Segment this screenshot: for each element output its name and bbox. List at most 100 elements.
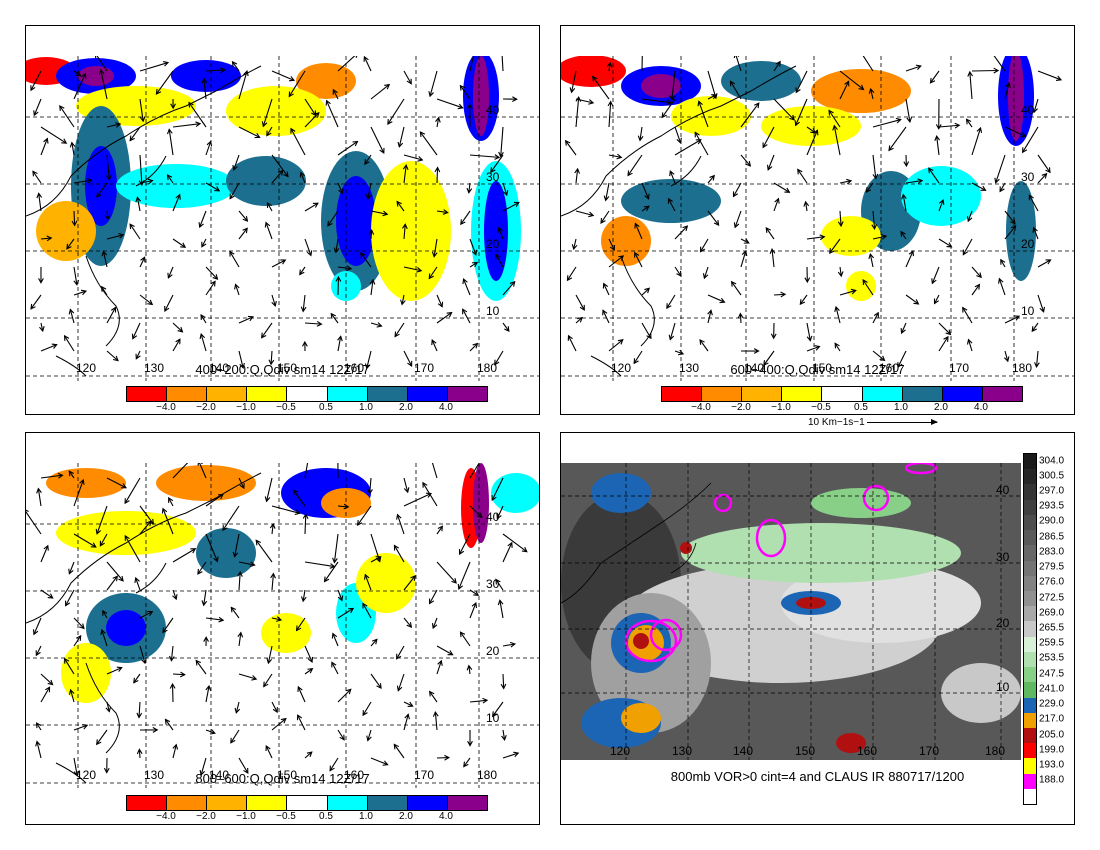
wind-vector xyxy=(139,645,147,665)
wind-vector xyxy=(264,477,273,503)
wind-vector xyxy=(139,98,146,123)
wind-vector xyxy=(1004,81,1011,100)
wind-vector xyxy=(436,294,444,308)
wind-vector xyxy=(900,322,907,335)
longitude-label: 120 xyxy=(76,768,96,782)
wind-vector xyxy=(491,701,504,718)
colorbar-swatch xyxy=(286,387,327,401)
wind-vector xyxy=(337,182,344,195)
colorbar-swatch xyxy=(326,387,367,401)
longitude-label: 150 xyxy=(277,361,297,375)
wind-vector xyxy=(762,126,775,149)
colorbar-swatch xyxy=(366,796,407,810)
wind-vector xyxy=(166,174,174,184)
wind-vector xyxy=(271,294,277,307)
wind-vector xyxy=(799,294,808,306)
wind-vector xyxy=(366,729,372,742)
wind-vector xyxy=(203,636,209,647)
ir-colorbar-label: 283.0 xyxy=(1039,546,1065,558)
wind-vector xyxy=(403,266,423,273)
qdiv-field-map: 120 130 140 150 160 170 180 10 20 30 40 xyxy=(561,56,1074,381)
wind-vector xyxy=(901,193,907,212)
colorbar-swatch xyxy=(166,387,207,401)
colorbar-swatch xyxy=(166,796,207,810)
longitude-label: 160 xyxy=(879,361,899,375)
wind-vector xyxy=(59,104,75,128)
longitude-label: 150 xyxy=(795,744,815,758)
wind-vector xyxy=(271,505,301,516)
wind-vector xyxy=(327,210,339,227)
wind-vector xyxy=(63,334,75,352)
wind-vector xyxy=(436,311,453,324)
wind-vector xyxy=(436,209,449,215)
wind-vector xyxy=(222,505,240,532)
wind-vector xyxy=(33,98,42,117)
wind-vector xyxy=(740,348,760,354)
qdiv-contour-region xyxy=(56,511,196,555)
wind-vector xyxy=(139,611,154,619)
wind-vector xyxy=(368,229,375,240)
wind-vector xyxy=(732,182,742,198)
wind-vector xyxy=(271,717,287,731)
colorbar-swatch xyxy=(406,387,447,401)
wind-vector xyxy=(73,289,88,296)
wind-vector xyxy=(197,463,207,479)
wind-vector xyxy=(1037,154,1051,174)
wind-vector xyxy=(40,589,54,599)
latitude-label: 20 xyxy=(486,237,500,251)
wind-vector xyxy=(469,589,480,596)
longitude-label: 120 xyxy=(76,361,96,375)
wind-vector xyxy=(71,210,78,227)
wind-vector xyxy=(40,343,58,352)
wind-vector xyxy=(707,294,726,304)
wind-vector xyxy=(364,154,372,166)
wind-vector xyxy=(73,72,87,100)
ir-colorbar-label: 304.0 xyxy=(1039,455,1065,467)
wind-vector xyxy=(428,690,438,703)
wind-vector xyxy=(302,513,309,535)
wind-vector xyxy=(271,154,289,178)
qdiv-contour-region xyxy=(601,216,651,266)
latitude-label: 40 xyxy=(1021,103,1035,117)
ir-colorbar-swatch xyxy=(1024,667,1036,683)
wind-vector xyxy=(569,70,577,94)
wind-vector xyxy=(419,131,438,156)
wind-vector xyxy=(205,616,225,623)
wind-vector xyxy=(872,154,879,180)
wind-vector xyxy=(304,667,314,675)
wind-vector xyxy=(333,238,340,254)
wind-vector xyxy=(133,673,141,684)
qdiv-field-map: 120 130 140 150 160 170 180 10 20 30 40 xyxy=(26,56,539,381)
wind-vector xyxy=(170,98,176,110)
longitude-label: 150 xyxy=(277,768,297,782)
wind-vector xyxy=(1004,315,1021,324)
wind-vector xyxy=(766,154,775,171)
wind-vector xyxy=(38,266,44,284)
wind-vector xyxy=(201,238,207,248)
wind-vector xyxy=(370,126,385,154)
wind-vector xyxy=(131,322,141,340)
wind-vector xyxy=(290,127,306,156)
wind-vector xyxy=(403,70,412,85)
wind-vector xyxy=(106,666,123,675)
colorbar-label: 1.0 xyxy=(359,811,373,822)
wind-vector xyxy=(106,350,119,362)
wind-vector xyxy=(707,174,715,184)
wind-vector xyxy=(828,109,841,128)
wind-vector xyxy=(337,140,359,156)
qdiv-contour-region xyxy=(61,643,111,703)
longitude-label: 170 xyxy=(949,361,969,375)
wind-vector xyxy=(935,98,942,130)
wind-vector xyxy=(300,294,307,313)
wind-vector xyxy=(905,178,924,185)
wind-vector xyxy=(993,56,1006,72)
wind-vector xyxy=(674,266,682,277)
wind-vector xyxy=(337,607,355,619)
wind-vector xyxy=(806,345,821,352)
wind-vector xyxy=(469,601,478,619)
wind-vector xyxy=(95,505,108,535)
vector-scale-arrow xyxy=(866,419,938,425)
wind-vector xyxy=(770,322,777,340)
wind-vector xyxy=(497,599,504,619)
wind-vector xyxy=(436,98,464,110)
